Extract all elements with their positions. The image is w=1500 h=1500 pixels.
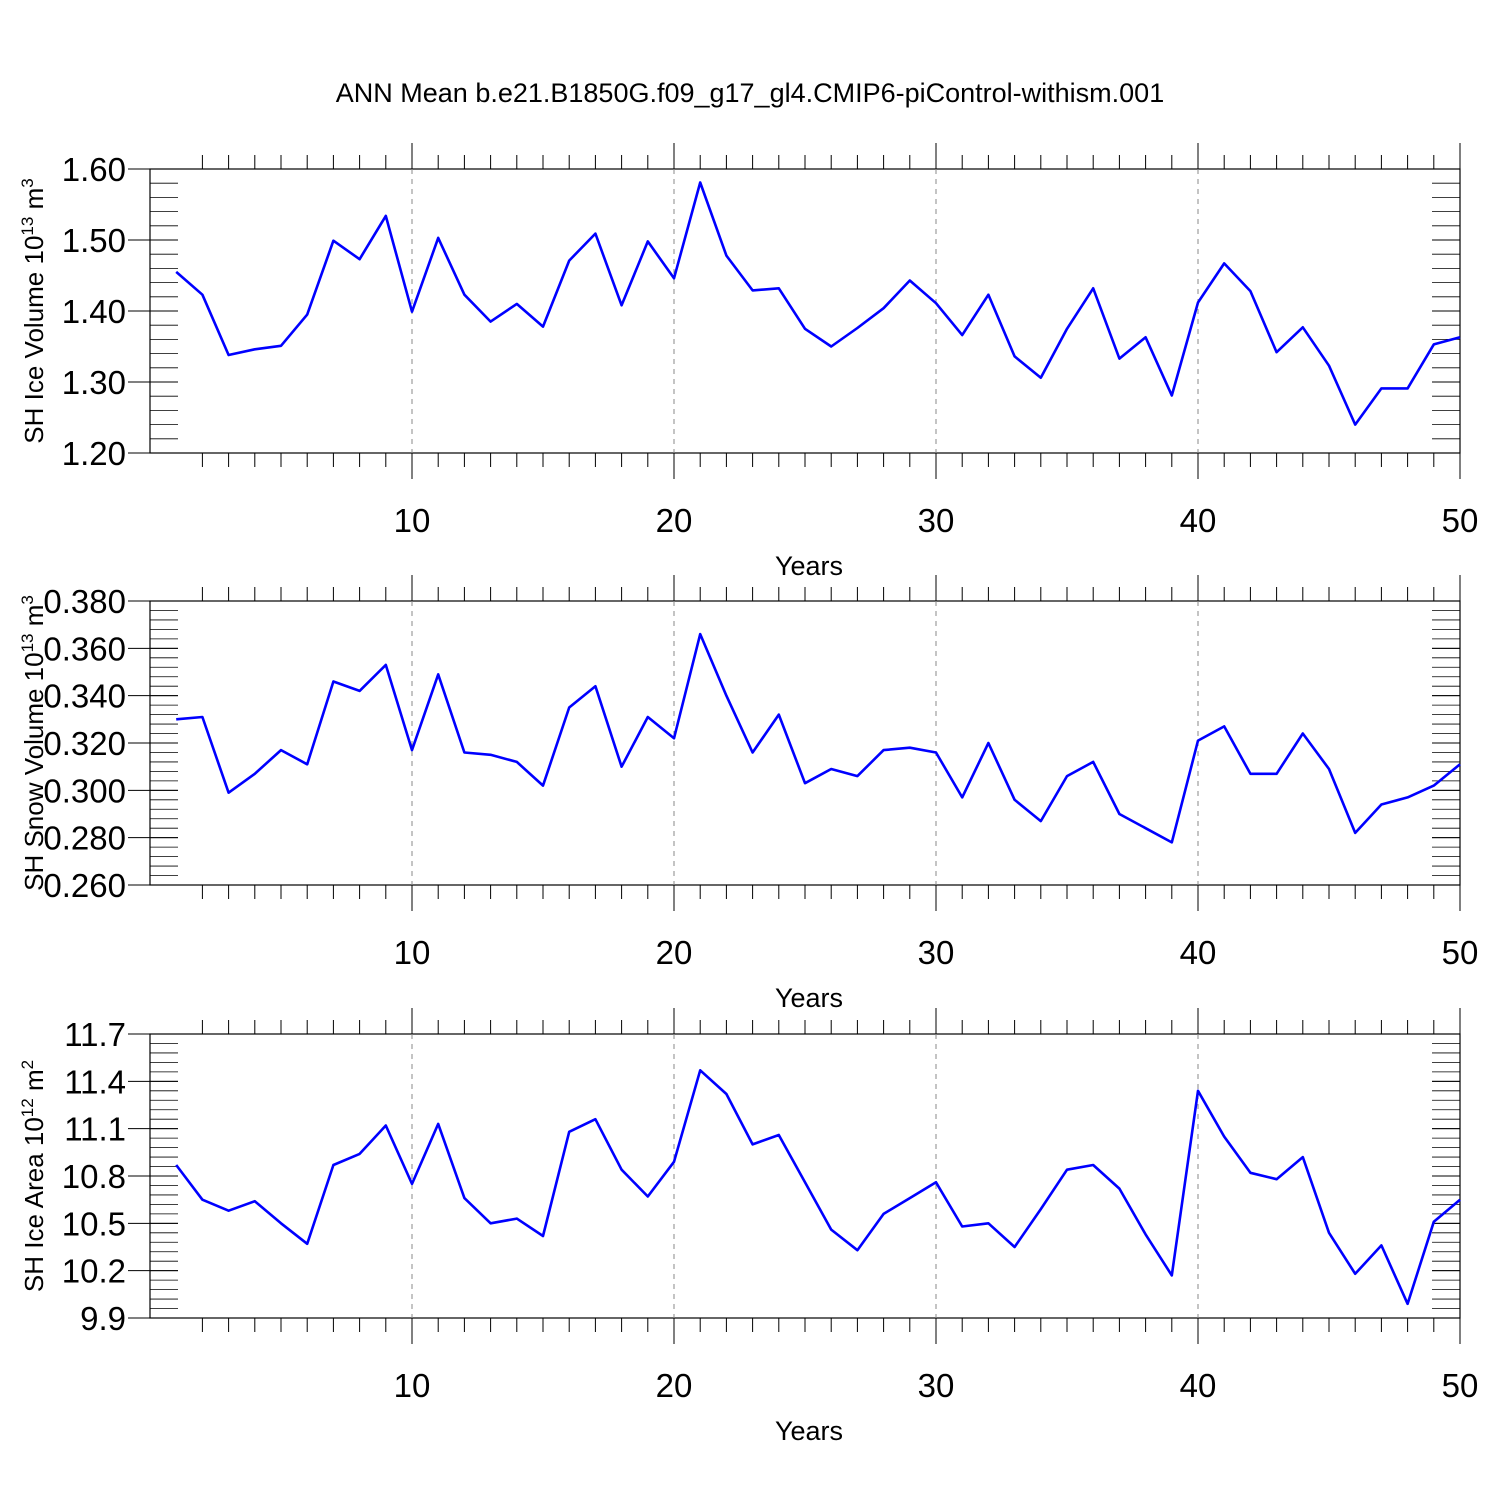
x-tick-label: 50 [1442,502,1479,539]
x-tick-label: 20 [656,934,693,971]
figure-title: ANN Mean b.e21.B1850G.f09_g17_gl4.CMIP6-… [335,78,1165,108]
y-tick-label: 9.9 [80,1300,126,1337]
series-line [176,632,1461,844]
y-tick-label: 10.5 [62,1205,126,1242]
x-tick-label: 50 [1442,934,1479,971]
y-axis-title-superscript: 3 [18,178,37,187]
y-tick-label: 0.280 [43,820,126,857]
x-tick-label: 30 [918,934,955,971]
y-tick-label: 10.2 [62,1253,126,1290]
y-tick-label: 1.20 [62,435,126,472]
y-tick-label: 11.7 [64,1016,126,1053]
chart-panel-3: 9.9 10.2 10.5 10.8 11.1 11.4 11.7 10 20 30 40 50 Yea… [18,1008,1478,1446]
y-axis-title-superscript: 3 [18,595,37,604]
x-tick-label: 40 [1180,502,1217,539]
y-axis-title: SH Ice Area 1012 m2 [18,1060,49,1292]
y-tick-label: 0.340 [43,678,126,715]
y-axis-title-superscript: 13 [18,633,37,652]
y-axis-title-superscript: 12 [18,1098,37,1117]
x-tick-label: 10 [394,1367,431,1404]
x-tick-label: 10 [394,934,431,971]
y-axis-title-text: SH Ice Volume 10 [19,236,49,444]
y-axis-title-text: m [19,605,49,634]
y-axis-title-text: SH Snow Volume 10 [19,652,49,890]
y-tick-label: 0.380 [43,583,126,620]
x-tick-label: 30 [918,1367,955,1404]
y-tick-label: 1.60 [62,151,126,188]
plot-frame [149,168,1461,454]
y-axis-title: SH Ice Volume 1013 m3 [18,178,49,443]
chart-panel-2: 0.260 0.280 0.300 0.320 0.340 0.360 0.380 10 20 3… [18,575,1478,1013]
x-tick-label: 50 [1442,1367,1479,1404]
y-axis-title-text: m [19,188,49,217]
x-tick-label: 40 [1180,1367,1217,1404]
y-tick-label: 11.1 [64,1111,126,1148]
y-tick-label: 0.300 [43,772,126,809]
y-tick-label: 1.40 [62,293,126,330]
y-axis-title-superscript: 13 [18,217,37,236]
y-tick-label: 0.260 [43,867,126,904]
x-tick-label: 40 [1180,934,1217,971]
y-tick-label: 0.320 [43,725,126,762]
y-axis-title-superscript: 2 [18,1060,37,1069]
y-tick-label: 11.4 [64,1063,126,1100]
x-axis-title: Years [775,551,843,581]
series-line [175,1069,1461,1306]
y-axis-title-text: m [19,1069,49,1098]
y-tick-label: 1.30 [62,364,126,401]
x-tick-label: 30 [918,502,955,539]
y-tick-label: 10.8 [62,1158,126,1195]
series-line [175,181,1461,426]
x-tick-label: 10 [394,502,431,539]
x-tick-label: 20 [656,502,693,539]
y-axis-title-text: SH Ice Area 10 [19,1117,49,1292]
plot-frame [149,600,1461,886]
y-tick-label: 0.360 [43,630,126,667]
chart-panel-1: 1.20 1.30 1.40 1.50 1.60 10 20 30 40 50 Years SH Ic… [18,143,1478,581]
y-tick-label: 1.50 [62,222,126,259]
x-tick-label: 20 [656,1367,693,1404]
y-axis-title: SH Snow Volume 1013 m3 [18,595,49,891]
x-axis-title: Years [775,1416,843,1446]
x-axis-title: Years [775,983,843,1013]
